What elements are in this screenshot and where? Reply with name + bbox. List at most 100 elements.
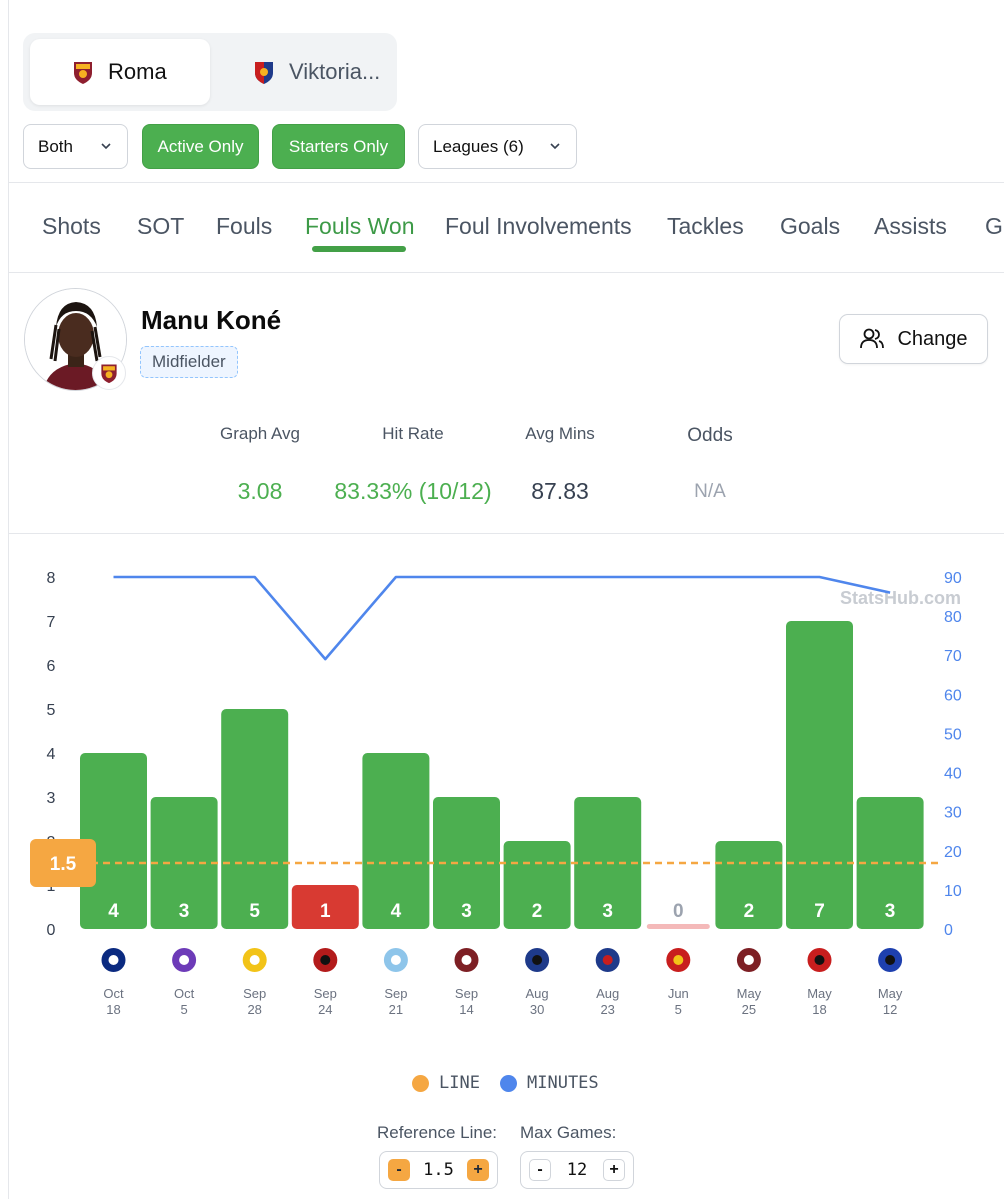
x-axis-day-label: 14 <box>459 1002 473 1017</box>
max-games-value[interactable]: 12 <box>566 1160 588 1180</box>
legend-item-minutes[interactable]: MINUTES <box>500 1073 599 1093</box>
max-games-decrement-button[interactable]: - <box>529 1159 551 1181</box>
graph-avg-label: Graph Avg <box>219 424 301 443</box>
bar-value-label: 2 <box>744 901 755 922</box>
y-axis-right-tick: 50 <box>944 726 962 743</box>
y-axis-left-tick: 3 <box>47 790 56 807</box>
x-axis-day-label: 18 <box>812 1002 826 1017</box>
x-axis-month-label: Sep <box>384 986 407 1001</box>
reference-line-increment-button[interactable]: + <box>467 1159 489 1181</box>
position-label: Midfielder <box>152 352 226 371</box>
team-name: Roma <box>108 59 167 84</box>
y-axis-right-tick: 70 <box>944 648 962 665</box>
y-axis-right-tick: 90 <box>944 570 962 587</box>
torino-crest-icon-detail <box>743 955 754 965</box>
max-games-stepper: - 12 + <box>520 1151 634 1189</box>
bar <box>221 709 289 929</box>
y-axis-right-tick: 80 <box>944 609 962 626</box>
bar <box>150 797 218 929</box>
bologna-crest-icon-detail <box>602 955 613 965</box>
active-only-label: Active Only <box>157 136 244 156</box>
atalanta-blue-crest-icon-detail <box>532 955 543 965</box>
legend-minutes-label: MINUTES <box>527 1073 599 1093</box>
divider <box>9 533 1004 534</box>
chevron-down-icon <box>550 143 560 150</box>
y-axis-right-tick: 20 <box>944 844 962 861</box>
tab-foul-involvements[interactable]: Foul Involvements <box>445 213 632 239</box>
tab-sot[interactable]: SOT <box>137 213 185 239</box>
bar-value-label: 7 <box>814 901 825 922</box>
max-games-increment-button[interactable]: + <box>602 1159 625 1181</box>
y-axis-left-tick: 5 <box>47 702 56 719</box>
active-only-toggle[interactable]: Active Only <box>142 124 259 169</box>
leagues-select-value: Leagues (6) <box>433 136 524 156</box>
fiorentina-crest-icon-detail <box>179 955 190 965</box>
reference-line-value[interactable]: 1.5 <box>423 1160 454 1180</box>
bar-value-label: 1 <box>320 901 331 922</box>
x-axis-day-label: 23 <box>600 1002 614 1017</box>
x-axis-day-label: 25 <box>742 1002 756 1017</box>
tab-more[interactable]: G <box>985 213 1003 239</box>
leagues-select[interactable]: Leagues (6) <box>418 124 577 169</box>
bar <box>291 885 359 929</box>
bar-value-label: 3 <box>885 901 896 922</box>
odds-value: N/A <box>694 481 726 502</box>
x-axis-day-label: 18 <box>106 1002 120 1017</box>
y-axis-right-tick: 10 <box>944 883 962 900</box>
hit-rate-label: Hit Rate <box>382 424 444 443</box>
bar-value-label: 3 <box>602 901 613 922</box>
tab-shots[interactable]: Shots <box>42 213 101 239</box>
venue-select-value: Both <box>38 136 73 156</box>
venue-select[interactable]: Both <box>23 124 128 169</box>
max-games-label: Max Games: <box>520 1123 617 1142</box>
x-axis-month-label: Oct <box>103 986 124 1001</box>
tab-fouls[interactable]: Fouls <box>216 213 273 239</box>
x-axis-month-label: Oct <box>174 986 195 1001</box>
minutes-legend-dot <box>500 1074 517 1092</box>
x-axis-day-label: 12 <box>883 1002 897 1017</box>
player-photo <box>25 289 126 390</box>
team-tab-roma[interactable]: Roma <box>30 39 210 105</box>
y-axis-left-tick: 4 <box>47 746 56 763</box>
x-axis-day-label: 21 <box>389 1002 403 1017</box>
avg-mins-stat: Avg Mins 87.83 <box>500 424 620 505</box>
line-legend-dot <box>412 1074 429 1092</box>
tab-assists[interactable]: Assists <box>874 213 947 239</box>
starters-only-label: Starters Only <box>288 136 389 156</box>
graph-avg-value: 3.08 <box>237 478 283 504</box>
avg-mins-label: Avg Mins <box>525 424 595 443</box>
viktoria-crest-icon <box>255 62 273 84</box>
hit-rate-stat: Hit Rate 83.33% (10/12) <box>323 424 503 505</box>
content-frame <box>8 0 1004 1199</box>
hit-rate-value: 83.33% (10/12) <box>334 478 492 504</box>
reference-line-decrement-button[interactable]: - <box>388 1159 410 1181</box>
team-tab-viktoria[interactable]: Viktoria... <box>215 39 395 105</box>
x-axis-month-label: May <box>878 986 903 1001</box>
x-axis-day-label: 5 <box>180 1002 187 1017</box>
odds-label: Odds <box>687 425 733 446</box>
y-axis-right-tick: 40 <box>944 766 962 783</box>
team-badge <box>92 356 126 390</box>
x-axis-month-label: Aug <box>596 986 619 1001</box>
bar-value-label: 3 <box>461 901 472 922</box>
x-axis-month-label: Sep <box>243 986 266 1001</box>
change-player-button[interactable]: Change <box>839 314 988 364</box>
tab-fouls-won[interactable]: Fouls Won <box>305 213 415 239</box>
users-icon <box>860 328 885 349</box>
position-badge: Midfielder <box>140 346 238 378</box>
roma-crest-icon <box>101 364 117 384</box>
watermark: StatsHub.com <box>840 588 961 608</box>
x-axis-day-label: 24 <box>318 1002 332 1017</box>
legend-item-line[interactable]: LINE <box>412 1073 480 1093</box>
starters-only-toggle[interactable]: Starters Only <box>272 124 405 169</box>
team-selector: Roma Viktoria... <box>23 33 397 111</box>
tab-goals[interactable]: Goals <box>780 213 841 239</box>
divider <box>9 182 1004 183</box>
minutes-line <box>113 575 891 661</box>
y-axis-left-tick: 6 <box>47 658 56 675</box>
nice-crest-icon-detail <box>320 955 331 965</box>
player-name: Manu Koné <box>141 305 282 335</box>
y-axis-right-tick: 30 <box>944 805 962 822</box>
tab-tackles[interactable]: Tackles <box>667 213 744 239</box>
x-axis-day-label: 28 <box>247 1002 261 1017</box>
